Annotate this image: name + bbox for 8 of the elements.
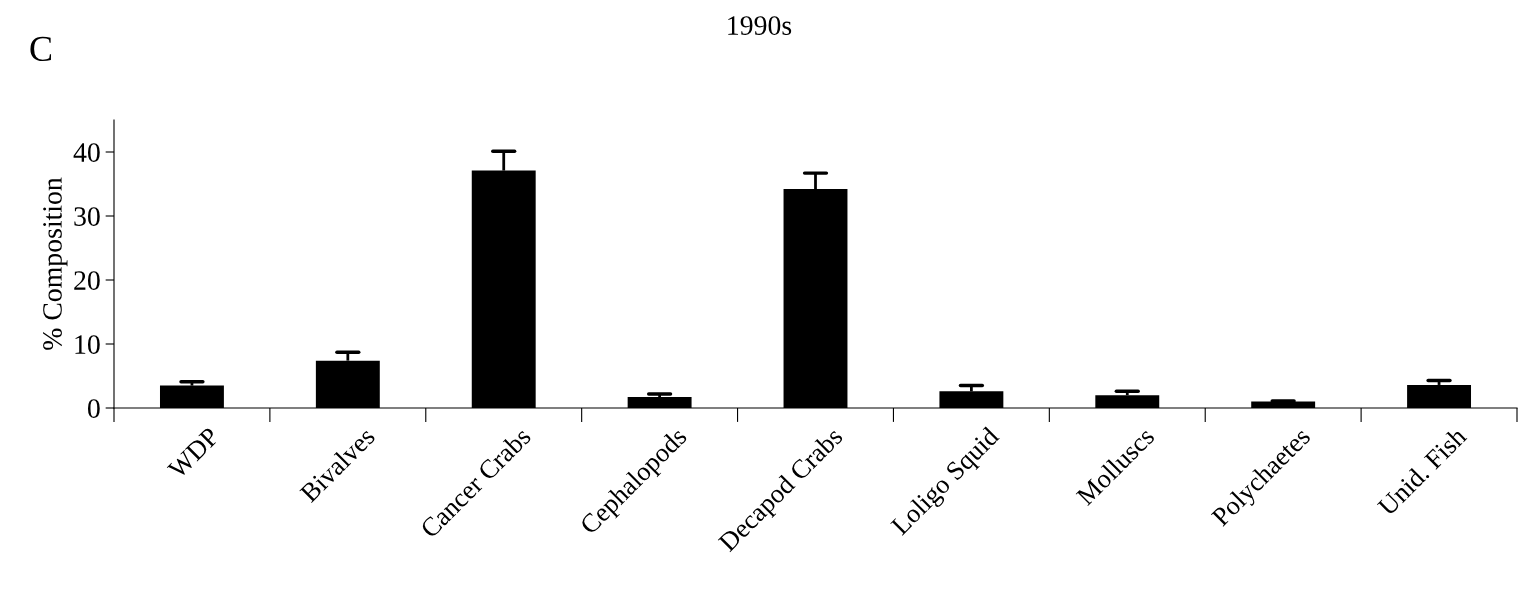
y-tick-label: 40 — [73, 143, 100, 162]
chart-title: 1990s — [728, 16, 792, 35]
y-tick-label: 30 — [74, 207, 100, 226]
text: C — [30, 36, 52, 62]
y-tick-label: 10 — [75, 335, 100, 354]
y-axis-title: % Composition — [43, 177, 68, 350]
y-tick-label: 0 — [87, 399, 100, 418]
y-tick-label: 20 — [74, 271, 100, 290]
